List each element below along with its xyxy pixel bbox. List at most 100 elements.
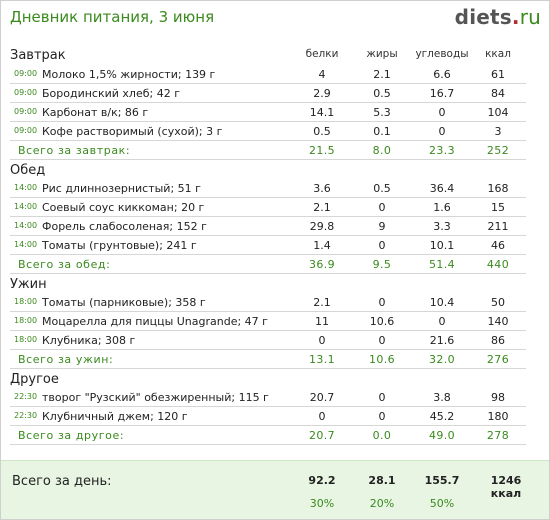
food-row[interactable]: 18:00 Моцарелла для пиццы Unagrande; 47 … <box>10 312 526 331</box>
site-logo[interactable]: diets.ru <box>455 5 541 29</box>
day-fat: 28.1 <box>368 474 396 487</box>
protein-value: 1.4 <box>313 239 331 252</box>
carbs-value: 0 <box>438 125 446 138</box>
section-total: Всего за завтрак: 21.5 8.0 23.3 252 <box>10 141 526 160</box>
day-total-label: Всего за день: <box>12 474 112 489</box>
fat-value: 0 <box>378 410 386 423</box>
kcal-value: 61 <box>491 68 505 81</box>
carbs-value: 21.6 <box>429 334 455 347</box>
total-label: Всего за завтрак: <box>18 144 131 157</box>
total-kcal: 276 <box>486 353 510 366</box>
carbs-value: 10.1 <box>429 239 455 252</box>
food-name: Соевый соус киккоман; 20 г <box>42 201 205 214</box>
total-carbs: 32.0 <box>428 353 456 366</box>
section-total: Всего за ужин: 13.1 10.6 32.0 276 <box>10 350 526 369</box>
total-protein: 13.1 <box>308 353 336 366</box>
total-label: Всего за обед: <box>18 258 111 271</box>
food-row[interactable]: 22:30 Клубничный джем; 120 г 0 0 45.2 18… <box>10 407 526 426</box>
protein-value: 0 <box>318 334 326 347</box>
food-row[interactable]: 18:00 Клубника; 308 г 0 0 21.6 86 <box>10 331 526 350</box>
carbs-value: 0 <box>438 106 446 119</box>
total-kcal: 278 <box>486 429 510 442</box>
protein-value: 20.7 <box>309 391 335 404</box>
food-row[interactable]: 09:00 Молоко 1,5% жирности; 139 г 4 2.1 … <box>10 65 526 84</box>
food-row[interactable]: 14:00 Томаты (грунтовые); 241 г 1.4 0 10… <box>10 236 526 255</box>
carbs-value: 0 <box>438 315 446 328</box>
kcal-value: 98 <box>491 391 505 404</box>
meal-time: 09:00 <box>14 69 38 78</box>
total-fat: 9.5 <box>372 258 392 271</box>
fat-value: 9 <box>378 220 386 233</box>
col-protein: белки <box>305 48 339 60</box>
food-name: Клубника; 308 г <box>42 334 136 347</box>
kcal-value: 211 <box>487 220 509 233</box>
total-label: Всего за другое: <box>18 429 125 442</box>
total-protein: 20.7 <box>308 429 336 442</box>
carbs-value: 45.2 <box>429 410 455 423</box>
logo-tld: ru <box>519 5 541 29</box>
protein-value: 0 <box>318 410 326 423</box>
carbs-value: 16.7 <box>429 87 455 100</box>
meal-time: 14:00 <box>14 240 38 249</box>
kcal-value: 46 <box>491 239 505 252</box>
meal-time: 18:00 <box>14 335 38 344</box>
protein-value: 3.6 <box>313 182 331 195</box>
total-fat: 0.0 <box>372 429 392 442</box>
meal-time: 09:00 <box>14 107 38 116</box>
carbs-value: 3.3 <box>433 220 451 233</box>
fat-value: 0.1 <box>373 125 391 138</box>
carbs-value: 3.8 <box>433 391 451 404</box>
food-row[interactable]: 14:00 Форель слабосоленая; 152 г 29.8 9 … <box>10 217 526 236</box>
meal-time: 09:00 <box>14 126 38 135</box>
food-name: Молоко 1,5% жирности; 139 г <box>42 68 216 81</box>
fat-value: 0 <box>378 239 386 252</box>
food-row[interactable]: 18:00 Томаты (парниковые); 358 г 2.1 0 1… <box>10 293 526 312</box>
kcal-value: 140 <box>487 315 509 328</box>
section-total: Всего за другое: 20.7 0.0 49.0 278 <box>10 426 526 445</box>
protein-value: 2.9 <box>313 87 331 100</box>
total-label: Всего за ужин: <box>18 353 114 366</box>
food-row[interactable]: 14:00 Рис длиннозернистый; 51 г 3.6 0.5 … <box>10 179 526 198</box>
header: Дневник питания, 3 июня diets.ru <box>1 1 549 37</box>
fat-value: 0 <box>378 334 386 347</box>
day-protein-pct: 30% <box>309 497 335 510</box>
kcal-value: 50 <box>491 296 505 309</box>
total-protein: 36.9 <box>308 258 336 271</box>
protein-value: 14.1 <box>309 106 335 119</box>
section-title: Обед <box>10 163 46 178</box>
total-protein: 21.5 <box>308 144 336 157</box>
fat-value: 10.6 <box>369 315 395 328</box>
food-row[interactable]: 09:00 Карбонат в/к; 86 г 14.1 5.3 0 104 <box>10 103 526 122</box>
food-row[interactable]: 22:30 творог "Рузский" обезжиренный; 115… <box>10 388 526 407</box>
food-name: Рис длиннозернистый; 51 г <box>42 182 201 195</box>
carbs-value: 1.6 <box>433 201 451 214</box>
food-name: Клубничный джем; 120 г <box>42 410 188 423</box>
food-row[interactable]: 09:00 Кофе растворимый (сухой); 3 г 0.5 … <box>10 122 526 141</box>
section-title: Другое <box>10 372 59 387</box>
food-row[interactable]: 09:00 Бородинский хлеб; 42 г 2.9 0.5 16.… <box>10 84 526 103</box>
protein-value: 0.5 <box>313 125 331 138</box>
food-name: Томаты (парниковые); 358 г <box>42 296 206 309</box>
food-name: творог "Рузский" обезжиренный; 115 г <box>42 391 269 404</box>
section-total: Всего за обед: 36.9 9.5 51.4 440 <box>10 255 526 274</box>
meal-time: 14:00 <box>14 202 38 211</box>
logo-dot: . <box>511 5 520 29</box>
food-name: Форель слабосоленая; 152 г <box>42 220 207 233</box>
fat-value: 2.1 <box>373 68 391 81</box>
kcal-value: 84 <box>491 87 505 100</box>
protein-value: 4 <box>318 68 326 81</box>
food-name: Кофе растворимый (сухой); 3 г <box>42 125 223 138</box>
day-fat-pct: 20% <box>369 497 395 510</box>
food-row[interactable]: 14:00 Соевый соус киккоман; 20 г 2.1 0 1… <box>10 198 526 217</box>
fat-value: 0.5 <box>373 87 391 100</box>
total-fat: 10.6 <box>368 353 396 366</box>
food-name: Карбонат в/к; 86 г <box>42 106 149 119</box>
protein-value: 29.8 <box>309 220 335 233</box>
food-name: Бородинский хлеб; 42 г <box>42 87 180 100</box>
meal-time: 09:00 <box>14 88 38 97</box>
kcal-value: 180 <box>487 410 509 423</box>
section-title: Завтрак <box>10 48 66 63</box>
meal-time: 18:00 <box>14 316 38 325</box>
kcal-value: 168 <box>487 182 509 195</box>
